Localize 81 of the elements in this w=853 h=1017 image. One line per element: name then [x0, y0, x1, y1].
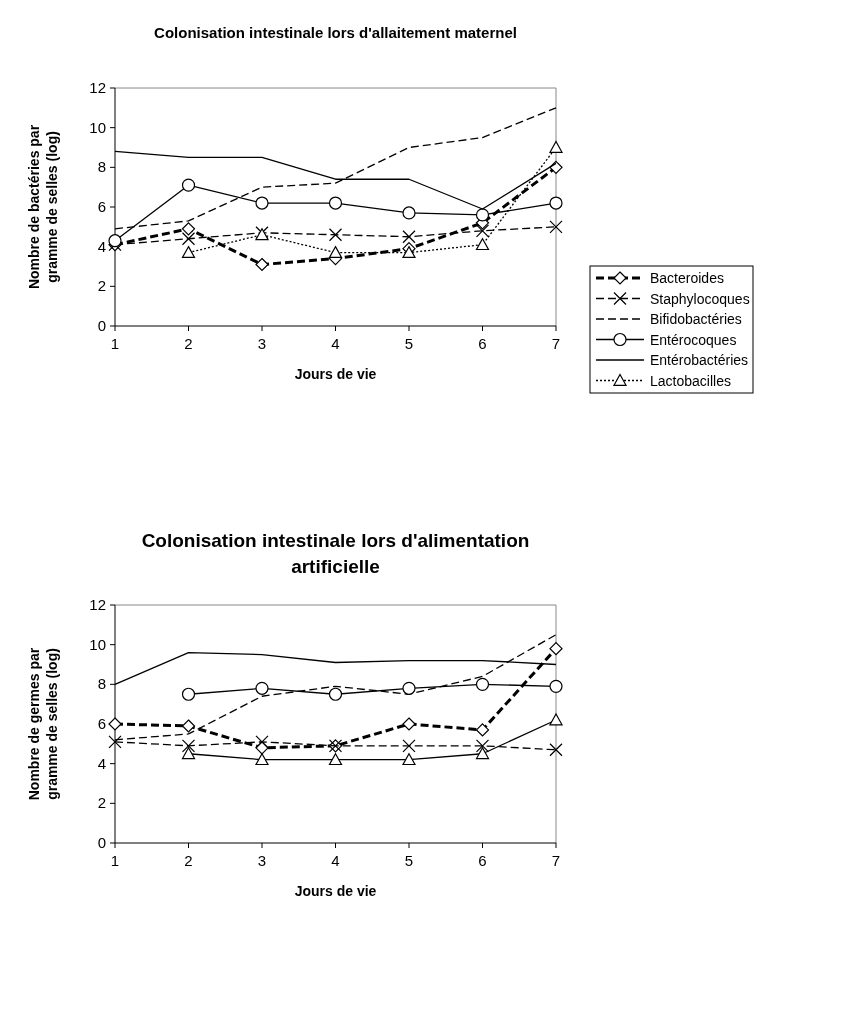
x-axis-title: Jours de vie — [294, 883, 377, 899]
point — [328, 246, 343, 259]
y-tick-label: 0 — [97, 317, 106, 334]
y-tick-label: 6 — [97, 198, 106, 215]
legend-label: Bacteroides — [650, 270, 724, 286]
point — [181, 687, 196, 701]
legend-label: Entérobactéries — [650, 352, 749, 368]
point — [108, 717, 122, 731]
x-tick-label: 3 — [257, 335, 267, 352]
point — [475, 739, 490, 753]
point — [549, 743, 563, 757]
point — [549, 220, 563, 234]
y-tick-label: 4 — [97, 237, 106, 255]
point — [181, 246, 196, 259]
y-axis-title: Nombre de germes par gramme de selles (log) — [26, 647, 60, 801]
point — [402, 753, 416, 766]
y-tick-label: 2 — [97, 794, 106, 812]
x-tick-label: 2 — [184, 852, 193, 869]
y-tick-label: 2 — [97, 277, 106, 295]
point — [402, 739, 416, 753]
point — [475, 677, 490, 691]
y-tick-label: 10 — [89, 635, 106, 653]
point — [475, 723, 490, 737]
point — [475, 747, 490, 760]
point — [255, 753, 269, 766]
x-tick-label: 4 — [331, 852, 340, 869]
point — [549, 642, 563, 656]
point — [255, 196, 269, 210]
point — [402, 230, 416, 244]
point — [181, 747, 196, 760]
x-tick-label: 4 — [331, 335, 340, 352]
chart-title: Colonisation intestinale lors d'allaitement maternel — [154, 24, 517, 41]
x-tick-label: 7 — [551, 335, 561, 352]
y-tick-label: 12 — [89, 596, 106, 613]
point — [549, 196, 563, 210]
x-tick-label: 1 — [110, 335, 120, 352]
point — [549, 713, 563, 726]
point — [181, 739, 196, 753]
y-tick-label: 0 — [97, 834, 106, 851]
point — [549, 679, 563, 693]
point — [402, 246, 416, 259]
x-tick-label: 1 — [110, 852, 120, 869]
x-tick-label: 7 — [551, 852, 561, 869]
x-tick-label: 6 — [478, 852, 487, 869]
x-tick-label: 3 — [257, 852, 267, 869]
point — [475, 224, 490, 238]
y-tick-label: 10 — [89, 118, 106, 136]
x-tick-label: 2 — [184, 335, 193, 352]
x-tick-label: 6 — [478, 335, 487, 352]
point — [328, 228, 343, 242]
x-axis-title: Jours de vie — [294, 366, 377, 382]
y-axis-title: Nombre de bactéries par gramme de selles (log) — [26, 124, 60, 290]
y-tick-label: 4 — [97, 754, 106, 772]
point — [402, 681, 416, 695]
legend-label: Entérocoques — [650, 331, 737, 348]
point — [181, 232, 196, 246]
x-tick-label: 5 — [404, 335, 414, 352]
point — [255, 735, 269, 749]
y-tick-label: 12 — [89, 79, 106, 96]
point — [402, 717, 416, 731]
point — [328, 196, 343, 210]
y-tick-label: 8 — [97, 675, 106, 693]
x-tick-label: 5 — [404, 852, 414, 869]
point — [255, 681, 269, 695]
y-tick-label: 6 — [97, 715, 106, 732]
point — [475, 238, 490, 251]
y-tick-label: 8 — [97, 158, 106, 176]
point — [402, 206, 416, 220]
point — [181, 178, 196, 192]
point — [328, 753, 343, 766]
point — [328, 687, 343, 701]
legend-label: Lactobacilles — [650, 372, 731, 389]
point — [475, 208, 490, 222]
point — [255, 257, 269, 272]
point — [181, 222, 196, 236]
point — [108, 735, 122, 749]
point — [181, 719, 196, 733]
legend-label: Bifidobactéries — [650, 311, 742, 327]
legend-label: Staphylocoques — [650, 290, 750, 307]
chart-title: Colonisation intestinale lors d'alimentation artificielle — [141, 530, 530, 577]
point — [549, 140, 563, 153]
